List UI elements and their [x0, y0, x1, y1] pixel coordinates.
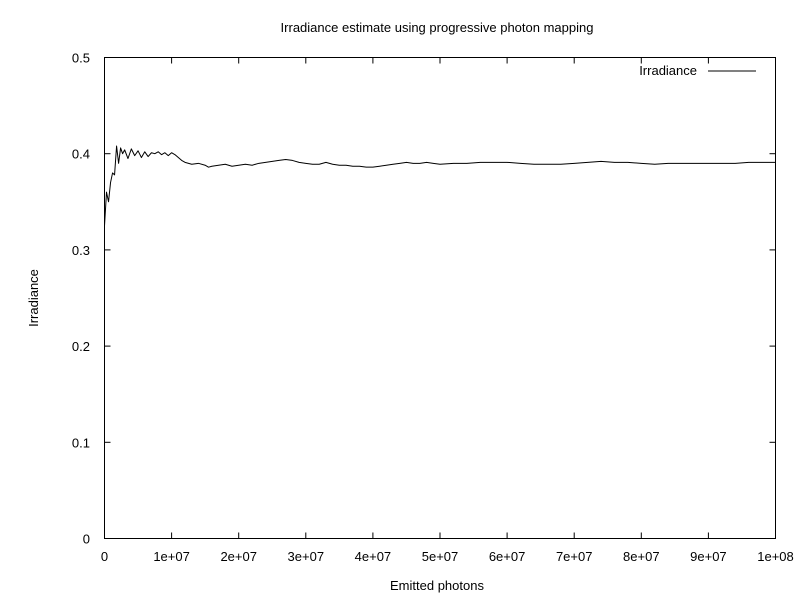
x-tick-label: 3e+07: [288, 549, 325, 564]
legend-label: Irradiance: [639, 63, 697, 78]
series-line-irradiance: [104, 145, 776, 226]
y-tick-label: 0.3: [72, 243, 90, 258]
x-tick-label: 4e+07: [355, 549, 392, 564]
x-tick-label: 0: [101, 549, 108, 564]
axis-ticks: [104, 57, 776, 539]
x-tick-label: 5e+07: [422, 549, 459, 564]
y-tick-label: 0.1: [72, 435, 90, 450]
axis-tick-labels: 0 1e+07 2e+07 3e+07 4e+07 5e+07 6e+07 7e+07 8e+0…: [72, 51, 794, 565]
x-tick-label: 8e+07: [623, 549, 660, 564]
x-tick-label: 7e+07: [556, 549, 593, 564]
plot-frame: [104, 57, 776, 539]
chart-title: Irradiance estimate using progressive ph…: [281, 20, 594, 35]
legend: Irradiance: [639, 63, 756, 78]
x-tick-label: 9e+07: [690, 549, 727, 564]
y-tick-label: 0.2: [72, 339, 90, 354]
y-tick-label: 0.4: [72, 147, 90, 162]
x-tick-label: 2e+07: [220, 549, 257, 564]
x-tick-label: 1e+08: [757, 549, 794, 564]
y-axis-label: Irradiance: [26, 269, 41, 327]
y-tick-label: 0.5: [72, 51, 90, 66]
x-tick-label: 1e+07: [153, 549, 190, 564]
x-axis-label: Emitted photons: [390, 578, 484, 593]
x-tick-label: 6e+07: [489, 549, 526, 564]
y-tick-label: 0: [83, 532, 90, 547]
